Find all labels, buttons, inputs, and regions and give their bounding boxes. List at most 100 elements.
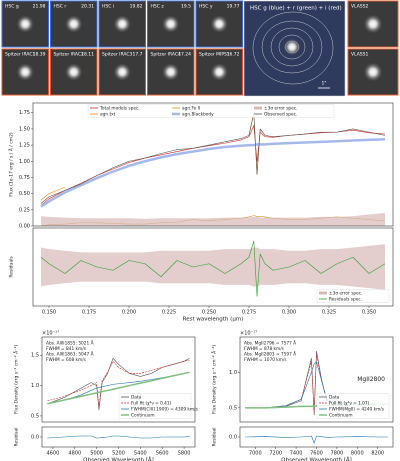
magnitude: 19.82 [130,4,143,10]
x-tick-label: 5200 [112,451,125,457]
magnitude: 21.98 [33,4,46,10]
y-tick-label: 1.5 [31,353,39,359]
band-label: HSC r [54,4,67,10]
y-tick-label: 0.0 [31,435,39,441]
plot-frame [41,426,196,448]
series-line [47,371,190,405]
x-tick-label: 7200 [269,451,282,457]
source [161,14,181,34]
y-tick-label: 0.00 [19,224,30,230]
composite-image: 1" HSC g (blue) + r (green) + i (red) [243,0,346,97]
x-tick-label: 7800 [331,451,344,457]
y-axis-label: Flux Density (erg s⁻¹ cm⁻² Å⁻¹) [13,345,20,415]
x-tick-label: 5400 [134,451,147,457]
band-label: HSC y [199,4,213,10]
x-tick-label: 0.200 [122,310,136,316]
band-label: HSC i [102,4,114,10]
band-label: HSC g [5,4,19,10]
legend-label: agn.Blackbody [182,112,214,118]
series-line [40,125,386,206]
series-group [40,240,386,297]
x-axis-label: Rest wavelength (µm) [183,317,244,323]
axis-offset: ×10⁻¹⁷ [240,331,257,337]
source [112,62,132,82]
series-line [40,240,386,297]
x-axis-label: Observed Wavelength [Å] [83,457,154,461]
x-tick-label: 8200 [371,451,384,457]
line-name: MgII2800 [357,376,385,383]
magnitude: 16.72 [227,52,240,58]
legend-box [118,393,192,419]
error-band [41,244,385,290]
y-tick-label: 0.5 [31,413,39,419]
series-group [40,112,386,226]
legend-label: Continuum [329,413,353,419]
x-tick-label: 5600 [156,451,169,457]
annotation: Abs. MgII2796 = 7577 Å [244,340,296,347]
y-tick-label: 1.0 [31,383,39,389]
magnitude: 17.7 [132,52,142,58]
y-axis-label: Flux (1e-17 erg / s / Å / cm2) [8,132,15,197]
legend-box [316,289,390,303]
scale-label: 1" [322,81,327,87]
legend-box [87,104,335,118]
x-tick-label: 4600 [47,451,60,457]
legend-label: Data [131,395,142,401]
plot-frame [32,227,394,307]
annotation: Abs. MgII2803 = 7597 Å [244,351,296,358]
y-tick-label: 0.5 [229,405,237,411]
series-group [245,435,388,444]
y-tick-label: 0.0 [229,435,237,441]
annotation: FWHM = 878 km/s [244,346,285,352]
x-tick-label: 0.325 [322,310,336,316]
y-tick-label: 0.25 [19,207,30,213]
source [209,62,229,82]
band-label: VLASS2 [351,4,368,10]
x-tick-label: 8000 [351,451,364,457]
x-tick-label: 0.150 [42,310,56,316]
y-axis-label: Residual [212,427,218,446]
legend-label: ±3σ error spec. [329,291,363,297]
plot-area [42,427,195,447]
magnitude: 18.11 [81,52,94,58]
legend-label: FWHM(CIII] 1909) = 4309 km/s [131,407,199,413]
x-tick-label: 7000 [249,451,262,457]
x-axis-label: Observed Wavelength [Å] [281,457,352,461]
legend-label: Full fit (χ²ν = 0.41) [131,401,172,407]
x-tick-label: 0.350 [362,310,376,316]
plot-frame [32,102,394,227]
y-tick-label: 0.50 [19,191,30,197]
plot-area [33,103,393,226]
legend-label: Data [329,395,340,401]
legend-label: Continuum [131,413,155,419]
y-tick-label: 1.00 [19,159,30,165]
y-tick-label: 1.0 [229,370,237,376]
magnitude: 19.5 [181,4,191,10]
band-label: Spitzer MIPS1 [199,52,230,58]
x-tick-label: 0.300 [282,310,296,316]
series-group [47,435,190,439]
source [363,62,383,82]
x-tick-label: 7400 [290,451,303,457]
legend-label: Total models spec. [99,106,140,112]
y-tick-label: 1.75 [19,110,30,116]
x-tick-label: 7600 [310,451,323,457]
legend-label: agn.Fe II [182,106,200,112]
composite-label: HSC g (blue) + r (green) + i (red) [250,6,342,12]
magnitude: 20.31 [81,4,94,10]
legend-label: Observed spec. [264,112,297,118]
x-tick-label: 0.275 [242,310,256,316]
x-tick-label: 0.175 [82,310,96,316]
band-label: Spitzer IRAC3 [102,52,133,58]
legend-swatch [254,106,262,110]
y-tick-label: 1.25 [19,143,30,149]
legend-label: FWHM(MgII) = 4240 km/s [329,407,385,413]
series-line [40,112,386,204]
x-tick-label: 5000 [90,451,103,457]
plot-frame [41,336,196,423]
x-tick-label: 0.225 [162,310,176,316]
x-tick-label: 0.250 [202,310,216,316]
x-tick-label: 5800 [178,451,191,457]
series-line [245,435,388,444]
annotation: Abs. AlIII1863: 5047 Å [46,351,94,358]
